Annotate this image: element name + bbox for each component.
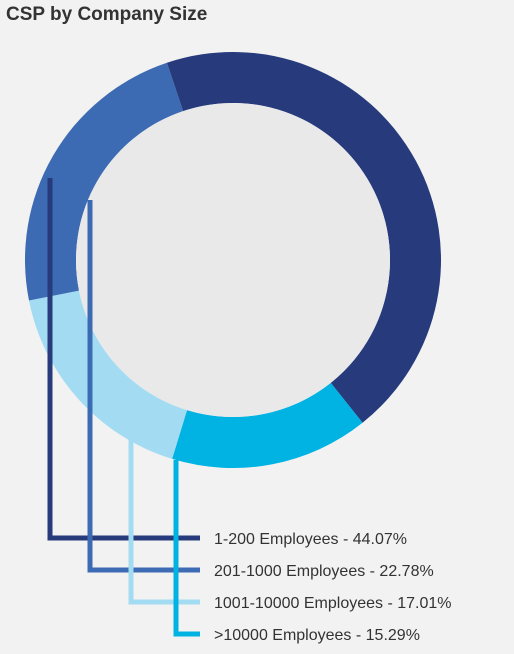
donut-slices xyxy=(25,51,442,468)
donut-slice-2 xyxy=(25,62,184,301)
legend-label-2: 201-1000 Employees - 22.78% xyxy=(214,563,434,580)
leader-line-1 xyxy=(47,178,200,541)
legend-leader-lines xyxy=(47,178,200,637)
legend: 1-200 Employees - 44.07% 201-1000 Employe… xyxy=(214,531,452,644)
donut-slice-4 xyxy=(172,382,363,468)
legend-label-4: >10000 Employees - 15.29% xyxy=(214,627,420,644)
chart-title: CSP by Company Size xyxy=(6,4,208,25)
donut-slice-1 xyxy=(166,51,442,423)
leader-line-4 xyxy=(173,460,200,637)
legend-label-1: 1-200 Employees - 44.07% xyxy=(214,531,407,548)
legend-label-3: 1001-10000 Employees - 17.01% xyxy=(214,595,452,612)
donut-slice-3 xyxy=(28,290,188,459)
leader-line-2 xyxy=(87,200,200,573)
donut-hole xyxy=(76,103,390,417)
